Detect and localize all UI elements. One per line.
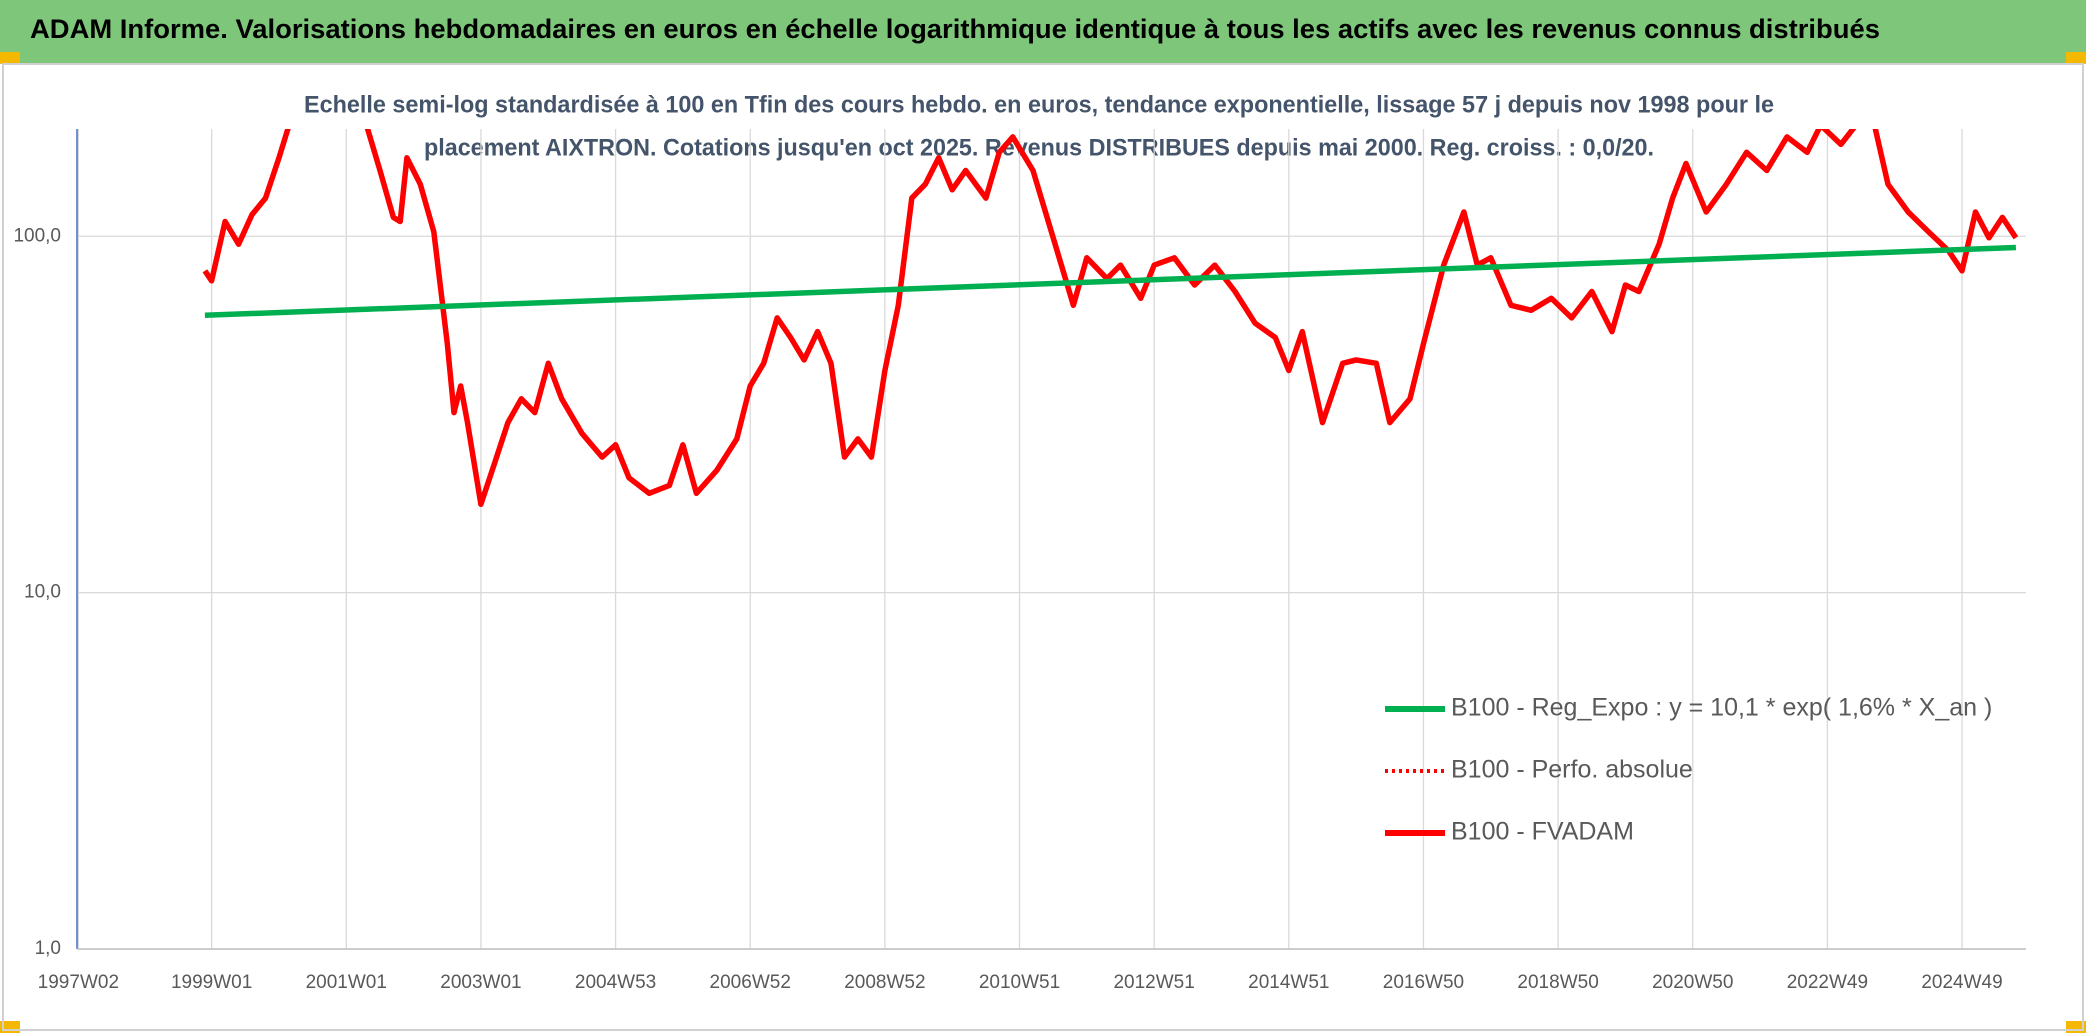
chart-subtitle: Echelle semi-log standardisée à 100 en T… <box>304 91 1774 118</box>
x-tick-label: 1999W01 <box>171 972 252 993</box>
data-line <box>202 129 2019 508</box>
x-tick-label: 1997W02 <box>38 972 119 993</box>
x-tick-label: 2018W50 <box>1517 972 1598 993</box>
x-tick-label: 2004W53 <box>575 972 656 993</box>
y-tick-label: 100,0 <box>13 225 61 246</box>
x-tick-label: 2020W50 <box>1652 972 1733 993</box>
data-line <box>204 244 2017 319</box>
y-tick-label: 1,0 <box>35 938 61 959</box>
chart-title: ADAM Informe. Valorisations hebdomadaire… <box>30 14 1880 44</box>
x-tick-label: 2024W49 <box>1921 972 2002 993</box>
plot-area <box>202 129 2019 508</box>
y-tick-label: 10,0 <box>24 582 61 603</box>
legend-label: B100 - Reg_Expo : y = 10,1 * exp( 1,6% *… <box>1451 694 1992 722</box>
chart-subtitle: placement AIXTRON. Cotations jusqu'en oc… <box>424 134 1654 161</box>
corner <box>2066 52 2086 64</box>
x-tick-label: 2003W01 <box>440 972 521 993</box>
legend-label: B100 - Perfo. absolue <box>1451 756 1693 784</box>
x-tick-label: 2010W51 <box>979 972 1060 993</box>
x-tick-label: 2016W50 <box>1383 972 1464 993</box>
x-tick-label: 2006W52 <box>710 972 791 993</box>
x-tick-label: 2014W51 <box>1248 972 1329 993</box>
legend-label: B100 - FVADAM <box>1451 818 1634 846</box>
x-tick-label: 2022W49 <box>1787 972 1868 993</box>
chart-border <box>2 63 2084 1031</box>
header-bar <box>0 0 2086 64</box>
corner <box>0 52 20 64</box>
x-tick-label: 2008W52 <box>844 972 925 993</box>
x-tick-label: 2012W51 <box>1113 972 1194 993</box>
x-tick-label: 2001W01 <box>306 972 387 993</box>
